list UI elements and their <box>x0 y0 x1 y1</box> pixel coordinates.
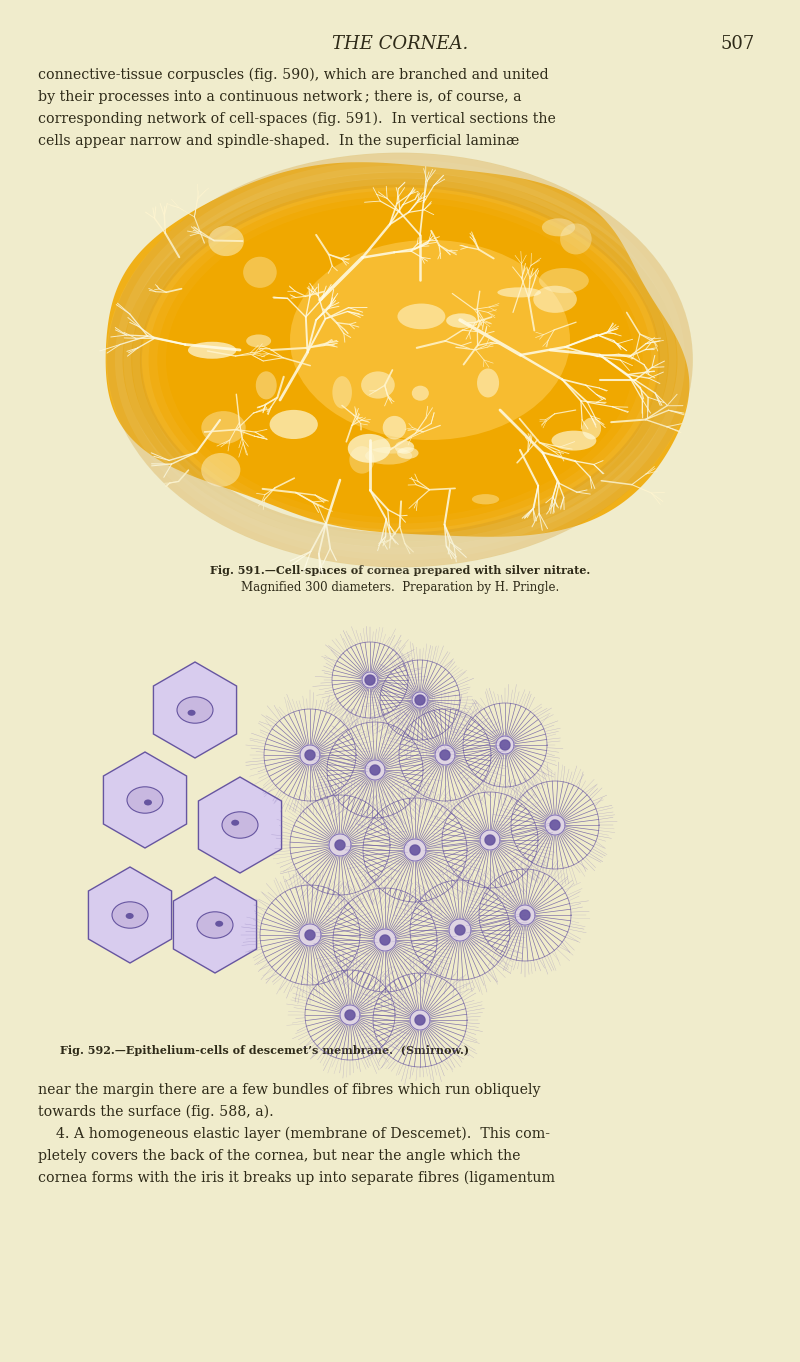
Polygon shape <box>103 752 186 849</box>
Polygon shape <box>89 868 171 963</box>
Polygon shape <box>370 765 380 775</box>
Text: corresponding network of cell-spaces (fig. 591).  In vertical sections the: corresponding network of cell-spaces (fi… <box>38 112 556 127</box>
Text: connective-tissue corpuscles (fig. 590), which are branched and united: connective-tissue corpuscles (fig. 590),… <box>38 68 549 82</box>
Polygon shape <box>300 745 320 765</box>
Polygon shape <box>106 162 690 537</box>
Polygon shape <box>305 930 315 940</box>
Polygon shape <box>500 740 510 750</box>
Polygon shape <box>435 745 455 765</box>
Polygon shape <box>415 695 425 706</box>
Polygon shape <box>455 925 465 934</box>
Ellipse shape <box>498 287 541 297</box>
Ellipse shape <box>542 218 575 237</box>
Polygon shape <box>345 1011 355 1020</box>
Polygon shape <box>415 1015 425 1026</box>
Polygon shape <box>404 839 426 861</box>
Ellipse shape <box>446 313 477 328</box>
Ellipse shape <box>369 439 414 454</box>
Ellipse shape <box>270 410 318 439</box>
Ellipse shape <box>290 240 570 440</box>
Ellipse shape <box>551 430 596 451</box>
Ellipse shape <box>202 411 246 444</box>
Text: near the margin there are a few bundles of fibres which run obliquely: near the margin there are a few bundles … <box>38 1083 541 1096</box>
Ellipse shape <box>582 418 601 440</box>
Ellipse shape <box>477 369 499 398</box>
Ellipse shape <box>534 286 577 313</box>
Ellipse shape <box>208 226 244 256</box>
Ellipse shape <box>412 385 429 400</box>
Polygon shape <box>174 877 257 972</box>
Ellipse shape <box>246 335 271 347</box>
Ellipse shape <box>539 268 589 293</box>
Ellipse shape <box>361 372 394 399</box>
Ellipse shape <box>365 447 412 464</box>
Polygon shape <box>380 934 390 945</box>
Polygon shape <box>485 835 495 844</box>
Polygon shape <box>374 929 396 951</box>
Ellipse shape <box>332 376 352 409</box>
Polygon shape <box>410 1011 430 1030</box>
Polygon shape <box>154 662 237 759</box>
Polygon shape <box>410 844 420 855</box>
Ellipse shape <box>350 447 374 474</box>
Polygon shape <box>496 735 514 755</box>
Polygon shape <box>335 840 345 850</box>
Polygon shape <box>365 676 375 685</box>
Ellipse shape <box>382 415 406 440</box>
Ellipse shape <box>197 911 233 938</box>
Ellipse shape <box>231 820 239 825</box>
Polygon shape <box>329 834 351 855</box>
Ellipse shape <box>215 921 223 926</box>
Ellipse shape <box>398 304 446 330</box>
Polygon shape <box>520 910 530 919</box>
Polygon shape <box>198 776 282 873</box>
Polygon shape <box>299 923 321 947</box>
Ellipse shape <box>201 454 240 486</box>
Text: by their processes into a continuous network ; there is, of course, a: by their processes into a continuous net… <box>38 90 522 104</box>
Ellipse shape <box>187 710 195 716</box>
Polygon shape <box>480 829 500 850</box>
Text: cells appear narrow and spindle-shaped.  In the superficial laminæ: cells appear narrow and spindle-shaped. … <box>38 133 519 148</box>
Text: 4. A homogeneous elastic layer (membrane of Descemet).  This com-: 4. A homogeneous elastic layer (membrane… <box>38 1126 550 1141</box>
Ellipse shape <box>188 342 237 358</box>
Ellipse shape <box>560 223 592 255</box>
Polygon shape <box>449 919 471 941</box>
Text: cornea forms with the iris it breaks up into separate fibres (ligamentum: cornea forms with the iris it breaks up … <box>38 1171 555 1185</box>
Ellipse shape <box>256 372 277 399</box>
Polygon shape <box>412 692 428 708</box>
Polygon shape <box>365 760 385 780</box>
Polygon shape <box>545 814 565 835</box>
Ellipse shape <box>112 902 148 928</box>
Text: Magnified 300 diameters.  Preparation by H. Pringle.: Magnified 300 diameters. Preparation by … <box>241 582 559 594</box>
Ellipse shape <box>222 812 258 838</box>
Polygon shape <box>440 750 450 760</box>
Ellipse shape <box>177 697 213 723</box>
Ellipse shape <box>472 494 499 504</box>
Text: Fig. 592.—Epithelium-cells of descemet’s membrane.  (Smirnow.): Fig. 592.—Epithelium-cells of descemet’s… <box>60 1045 469 1056</box>
Text: THE CORNEA.: THE CORNEA. <box>332 35 468 53</box>
Polygon shape <box>550 820 560 829</box>
Ellipse shape <box>126 913 134 919</box>
Text: 507: 507 <box>721 35 755 53</box>
Ellipse shape <box>348 434 390 463</box>
Polygon shape <box>305 750 315 760</box>
Ellipse shape <box>243 256 277 287</box>
Ellipse shape <box>394 441 414 454</box>
Ellipse shape <box>127 787 163 813</box>
Polygon shape <box>340 1005 360 1026</box>
Polygon shape <box>362 671 378 688</box>
Ellipse shape <box>144 799 152 805</box>
Text: pletely covers the back of the cornea, but near the angle which the: pletely covers the back of the cornea, b… <box>38 1150 521 1163</box>
Polygon shape <box>515 904 535 925</box>
Text: Fig. 591.—Cell-spaces of cornea prepared with silver nitrate.: Fig. 591.—Cell-spaces of cornea prepared… <box>210 565 590 576</box>
Ellipse shape <box>397 447 418 459</box>
Text: towards the surface (fig. 588, a).: towards the surface (fig. 588, a). <box>38 1105 274 1120</box>
